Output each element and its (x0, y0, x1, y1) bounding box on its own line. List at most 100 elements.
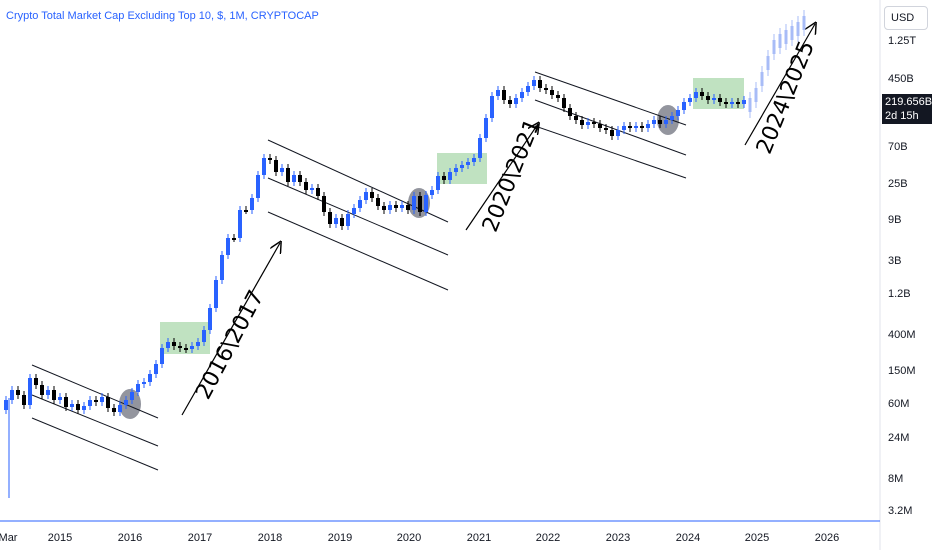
projection-body (796, 22, 800, 36)
x-tick-label: 2024 (676, 532, 700, 544)
candle-body (502, 90, 506, 100)
candle-body (478, 138, 482, 158)
candle-body (82, 406, 86, 410)
candle-body (262, 158, 266, 175)
candle-body (736, 102, 740, 104)
channel-line (534, 99, 687, 156)
projection-body (748, 98, 752, 112)
candle-body (562, 98, 566, 108)
candle-body (334, 218, 338, 224)
candle-body (370, 192, 374, 198)
candle-body (394, 205, 398, 208)
currency-button[interactable]: USD (884, 6, 928, 30)
candle-body (16, 390, 20, 395)
candle-body (118, 405, 122, 412)
candle-body (724, 102, 728, 104)
y-tick-label: 60M (888, 398, 909, 410)
y-tick-label: 450B (888, 73, 914, 85)
channel-line (31, 364, 159, 419)
candle-body (220, 255, 224, 280)
candle-body (160, 348, 164, 364)
current-value: 219.656B (885, 96, 932, 108)
candle-body (670, 116, 674, 120)
candle-body (142, 382, 146, 384)
candle-body (352, 208, 356, 214)
candle-body (76, 404, 80, 410)
candle-body (490, 96, 494, 118)
candle-body (292, 175, 296, 182)
candle-body (526, 86, 530, 92)
candle-body (28, 378, 32, 405)
candle-body (316, 188, 320, 196)
candle-body (238, 210, 242, 238)
candle-body (538, 80, 542, 88)
candle-body (346, 214, 350, 226)
candle-body (652, 120, 656, 124)
candle-body (700, 92, 704, 96)
candle-body (382, 206, 386, 210)
candle-body (358, 200, 362, 208)
candle-body (244, 210, 248, 212)
y-tick-label: 1.2B (888, 288, 911, 300)
cycle-label: 2020\2021 (478, 116, 546, 236)
candle-body (46, 390, 50, 395)
candle-body (604, 128, 608, 130)
y-tick-label: 150M (888, 365, 916, 377)
candle-body (424, 195, 428, 212)
countdown: 2d 15h (885, 110, 919, 122)
candle-body (496, 90, 500, 96)
candle-body (364, 192, 368, 200)
candle-body (376, 198, 380, 206)
candle-body (556, 95, 560, 98)
candle-body (88, 400, 92, 406)
candle-body (4, 400, 8, 410)
candle-body (658, 120, 662, 124)
y-axis-ticks: 1.25T 450B 70B 25B 9B 3B 1.2B 400M 150M 60M 24M 8M 3… (888, 35, 916, 517)
cycle-label: 2024\2025 (752, 38, 820, 158)
channel-line (31, 394, 159, 447)
x-tick-label: 2026 (815, 532, 839, 544)
candle-body (400, 205, 404, 208)
candle-body (184, 348, 188, 350)
candle-body (274, 160, 278, 172)
candle-body (208, 308, 212, 330)
candle-body (268, 158, 272, 160)
channel-line (267, 211, 449, 291)
candle-body (70, 404, 74, 407)
candle-body (112, 408, 116, 412)
candle-body (676, 110, 680, 116)
candle-body (166, 342, 170, 348)
chart-title: Crypto Total Market Cap Excluding Top 10… (6, 10, 319, 22)
channel-line (31, 417, 159, 471)
candle-body (742, 100, 746, 104)
cycle-arrows (181, 24, 815, 416)
y-tick-label: 9B (888, 214, 901, 226)
candle-body (52, 390, 56, 400)
candle-body (250, 198, 254, 210)
candle-body (130, 392, 134, 400)
candle-body (682, 102, 686, 110)
candle-body (484, 118, 488, 138)
candle-body (712, 98, 716, 100)
x-tick-label: 2023 (606, 532, 630, 544)
candle-body (190, 346, 194, 349)
candle-body (442, 176, 446, 180)
candle-body (136, 384, 140, 392)
y-tick-label: 1.25T (888, 35, 916, 47)
candle-body (622, 126, 626, 130)
candle-body (688, 98, 692, 102)
x-tick-label: Mar (0, 532, 18, 544)
candle-body (550, 90, 554, 95)
candle-body (730, 102, 734, 104)
candle-body (298, 175, 302, 182)
breakout-circle (119, 389, 141, 419)
candle-body (718, 98, 722, 102)
channel-line (534, 71, 687, 126)
y-tick-label: 70B (888, 141, 908, 153)
candle-body (508, 100, 512, 104)
candle-body (628, 126, 632, 128)
candle-body (460, 165, 464, 168)
candle-body (148, 374, 152, 382)
candle-body (436, 176, 440, 190)
